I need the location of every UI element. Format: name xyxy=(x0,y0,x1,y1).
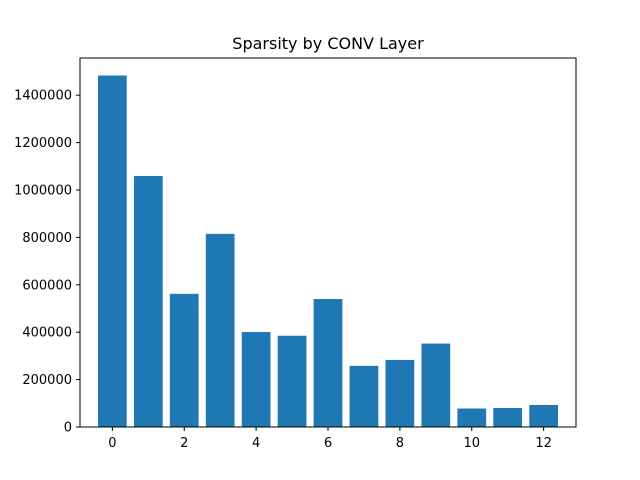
bar-layer-12 xyxy=(529,404,559,427)
y-tick-label: 0 xyxy=(64,421,72,436)
x-tick-label: 0 xyxy=(108,436,116,451)
plot-frame xyxy=(79,57,577,428)
bar-layer-10 xyxy=(457,408,487,427)
y-tick-label: 1000000 xyxy=(14,184,72,199)
y-tick-label: 800000 xyxy=(22,231,72,246)
bar-layer-9 xyxy=(421,343,451,427)
x-tick-label: 2 xyxy=(180,436,188,451)
bar-layer-11 xyxy=(493,408,523,427)
y-tick-label: 600000 xyxy=(22,278,72,293)
bar-layer-4 xyxy=(241,331,271,427)
x-tick-label: 6 xyxy=(324,436,332,451)
x-tick-label: 10 xyxy=(463,436,480,451)
bar-layer-8 xyxy=(385,359,415,427)
x-tick-label: 8 xyxy=(396,436,404,451)
x-tick-label: 4 xyxy=(252,436,260,451)
y-tick-label: 1400000 xyxy=(14,89,72,104)
y-axis: 0 200000 400000 600000 800000 1000000 1200000 1… xyxy=(14,89,80,436)
bar-layer-1 xyxy=(133,176,163,427)
bar-layer-5 xyxy=(277,335,307,427)
y-tick-label: 200000 xyxy=(22,373,72,388)
y-tick-label: 1200000 xyxy=(14,136,72,151)
bar-layer-0 xyxy=(97,75,127,428)
bar-layer-7 xyxy=(349,365,379,427)
y-tick-label: 400000 xyxy=(22,326,72,341)
bar-layer-6 xyxy=(313,299,343,427)
chart-title: Sparsity by CONV Layer xyxy=(232,34,424,53)
bar-layer-3 xyxy=(205,233,235,427)
x-axis: 0 2 4 6 8 10 12 xyxy=(108,427,552,451)
x-tick-label: 12 xyxy=(535,436,552,451)
bars-group xyxy=(97,75,559,428)
bar-layer-2 xyxy=(169,293,199,427)
